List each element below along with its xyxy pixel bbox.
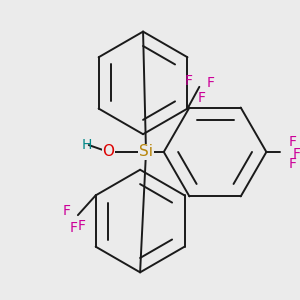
Text: O: O [103,145,115,160]
Text: Si: Si [139,145,153,160]
Text: F: F [63,204,71,218]
Text: F: F [78,219,86,233]
Text: F: F [184,74,193,88]
Text: H: H [82,138,92,152]
Text: F: F [293,147,300,161]
Text: F: F [197,91,205,105]
Text: F: F [206,76,214,90]
Text: F: F [70,221,78,235]
Text: F: F [289,135,297,149]
Text: F: F [289,157,297,171]
